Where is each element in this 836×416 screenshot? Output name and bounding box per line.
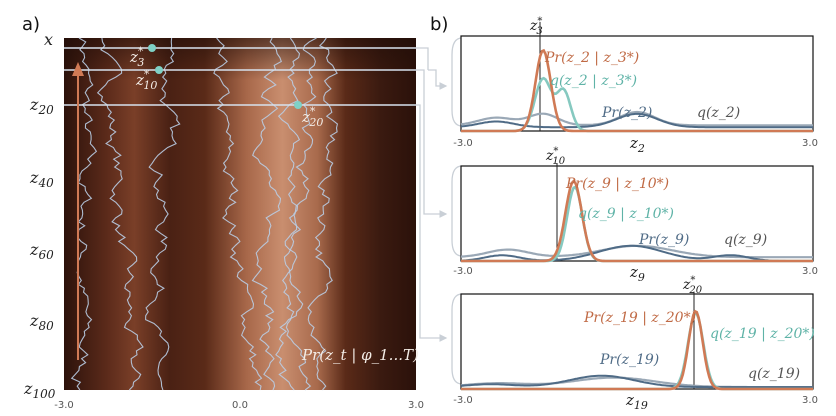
- subpanel-z9-marginal-label: q(z_9): [724, 232, 767, 248]
- trajectory-line: [70, 37, 98, 391]
- y-label-z40: z40: [29, 168, 54, 190]
- panel-a-xtick-min: -3.0: [54, 400, 74, 411]
- subpanel-z9-xtick-max: 3.0: [802, 266, 818, 277]
- subpanel-z9-posterior-label: Pr(z_9 | z_10*): [565, 176, 669, 192]
- y-label-z80: z80: [29, 311, 54, 333]
- subpanel-z19-xtick-max: 3.0: [802, 395, 818, 406]
- marker-z20: [294, 101, 302, 109]
- subpanel-z2-prior-label: Pr(z_2): [601, 105, 652, 121]
- bracket-b2: [451, 165, 463, 257]
- trajectory-line: [213, 37, 263, 391]
- bracket-b3: [451, 293, 463, 385]
- subpanel-z19-prior-label: Pr(z_19): [599, 352, 659, 368]
- marker-z3: [148, 44, 156, 52]
- panel-a-xtick-max: 3.0: [408, 400, 424, 411]
- subpanel-z19-approx-label: q(z_19 | z_20*): [710, 326, 815, 342]
- connector-z3-tail: [428, 69, 448, 90]
- trajectory-line: [145, 37, 181, 391]
- subpanel-z9-posterior-curve: [461, 179, 813, 263]
- marker-label-z10: z* 10: [135, 68, 157, 92]
- subpanel-z9-xlabel: z9: [629, 263, 645, 284]
- panel-a-density-plot: z* 3 z* 10 z* 20 Pr(z_t | φ_1...T): [64, 37, 419, 391]
- y-label-z60: z60: [29, 240, 54, 262]
- subpanel-z19-posterior-label: Pr(z_19 | z_20*): [583, 310, 696, 326]
- bracket-b1: [451, 37, 463, 127]
- subpanel-z19-prior-curve: [460, 374, 813, 389]
- subpanel-z19-marginal-label: q(z_19): [748, 366, 800, 382]
- trajectory-line: [277, 37, 312, 391]
- subpanel-z2-marginal-label: q(z_2): [697, 105, 740, 121]
- subpanel-z2-posterior-label: Pr(z_2 | z_3*): [544, 50, 639, 66]
- panel-a-letter: a): [22, 14, 40, 35]
- subpanel-z2-prior-curve: [460, 112, 813, 129]
- x-axis-top-label: x: [44, 30, 53, 49]
- trajectory-group: [70, 37, 339, 391]
- subpanel-z19-frame: [460, 293, 814, 390]
- marker-label-z3: z* 3: [129, 45, 144, 69]
- marker-z10: [155, 66, 163, 74]
- y-label-z100: z100: [23, 379, 56, 401]
- subpanel-z2-approx-label: q(z_2 | z_3*): [550, 73, 637, 89]
- subpanel-z2-xtick-max: 3.0: [802, 138, 818, 149]
- time-arrow-head: [72, 62, 84, 76]
- panel-a-y-labels: z20 z40 z60 z80 z100: [23, 95, 56, 401]
- subpanel-z2-posterior-curve: [461, 48, 813, 133]
- connector-z10: [416, 69, 448, 218]
- trajectory-line: [251, 37, 282, 391]
- subpanel-z9-prior-curve: [460, 244, 813, 262]
- subpanel-z2-obs-label: z* 3: [529, 16, 543, 37]
- subpanel-z9-prior-label: Pr(z_9): [638, 232, 689, 248]
- subpanel-z19-xtick-min: -3.0: [453, 395, 473, 406]
- subpanel-z19-posterior-curve: [461, 309, 813, 391]
- connector-brackets: [416, 37, 463, 385]
- subpanel-z19-xlabel: z19: [625, 391, 648, 412]
- subpanel-z19: z* 20 Pr(z_19 | z_20*) q(z_19 | z_20*) Pr…: [453, 275, 818, 412]
- marker-label-z20: z* 20: [301, 105, 323, 129]
- y-label-z20: z20: [29, 95, 54, 117]
- subpanel-z2-marginal-curve: [460, 110, 813, 127]
- subpanel-z2: z* 3 Pr(z_2 | z_3*) q(z_2 | z_3*) Pr(z_2)…: [453, 16, 818, 155]
- trajectory-line: [96, 37, 144, 391]
- subpanel-z9-obs-label: z* 10: [545, 146, 566, 167]
- subpanel-z9: z* 10 Pr(z_9 | z_10*) q(z_9 | z_10*) Pr(z…: [453, 146, 818, 284]
- density-legend: Pr(z_t | φ_1...T): [301, 346, 419, 364]
- trajectory-line: [307, 37, 339, 391]
- panel-a-xtick-mid: 0.0: [232, 400, 248, 411]
- subpanel-z9-xtick-min: -3.0: [453, 266, 473, 277]
- trajectory-line: [275, 37, 317, 391]
- subpanel-z9-approx-label: q(z_9 | z_10*): [578, 206, 674, 222]
- subpanel-z2-xlabel: z2: [629, 134, 645, 155]
- subpanel-z19-obs-label: z* 20: [682, 275, 703, 296]
- connector-z3: [416, 47, 429, 70]
- panel-b-letter: b): [430, 14, 448, 35]
- connector-z20: [416, 104, 448, 342]
- subpanel-z2-xtick-min: -3.0: [453, 138, 473, 149]
